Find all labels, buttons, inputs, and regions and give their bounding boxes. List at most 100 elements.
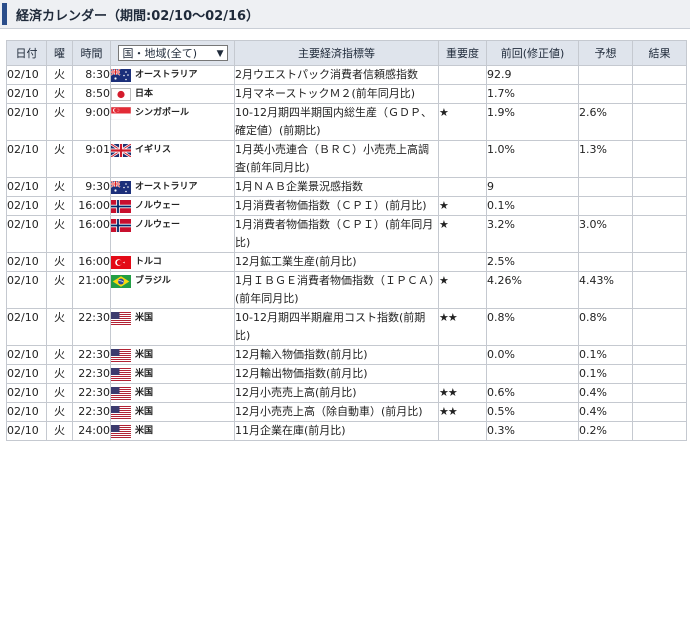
- cell-result: [632, 308, 687, 346]
- cell-country: 米国: [110, 364, 235, 384]
- cell-indicator: 12月鉱工業生産(前月比): [234, 252, 439, 272]
- country-name: オーストラリア: [135, 70, 198, 80]
- cell-forecast: [578, 252, 633, 272]
- header-forecast: 予想: [578, 40, 633, 66]
- cell-forecast: 0.4%: [578, 383, 633, 403]
- header-date: 日付: [6, 40, 47, 66]
- table-row: 02/10 火 16:00 ノルウェー 1月消費者物価指数（ＣＰＩ）(前月比) ★ 0.1%: [6, 196, 687, 216]
- cell-forecast: 0.1%: [578, 345, 633, 365]
- cell-weekday: 火: [46, 421, 73, 441]
- cell-importance: [438, 84, 487, 104]
- cell-time: 8:30: [72, 65, 111, 85]
- cell-date: 02/10: [6, 140, 47, 178]
- cell-date: 02/10: [6, 215, 47, 253]
- cell-previous: 2.5%: [486, 252, 579, 272]
- cell-indicator: 12月輸出物価指数(前月比): [234, 364, 439, 384]
- cell-importance: [438, 345, 487, 365]
- cell-result: [632, 65, 687, 85]
- cell-forecast: 0.8%: [578, 308, 633, 346]
- header-importance: 重要度: [438, 40, 487, 66]
- cell-result: [632, 345, 687, 365]
- cell-time: 24:00: [72, 421, 111, 441]
- table-row: 02/10 火 9:00 シンガポール 10-12月期四半期国内総生産（ＧＤＰ、確定値）…: [6, 103, 687, 141]
- table-body: 02/10 火 8:30 オーストラリア 2月ウエストパック消費者信頼感指数 92.9 02…: [6, 65, 687, 441]
- cell-indicator: 2月ウエストパック消費者信頼感指数: [234, 65, 439, 85]
- norway-flag-icon: [111, 218, 131, 232]
- cell-date: 02/10: [6, 196, 47, 216]
- cell-forecast: 1.3%: [578, 140, 633, 178]
- cell-weekday: 火: [46, 177, 73, 197]
- cell-time: 22:30: [72, 383, 111, 403]
- usa-flag-icon: [111, 348, 131, 362]
- cell-weekday: 火: [46, 65, 73, 85]
- cell-weekday: 火: [46, 402, 73, 422]
- cell-previous: 9: [486, 177, 579, 197]
- australia-flag-icon: [111, 179, 131, 194]
- region-select[interactable]: 国・地域(全て) ▼: [117, 45, 228, 61]
- cell-previous: 92.9: [486, 65, 579, 85]
- cell-importance: ★★: [438, 308, 487, 346]
- cell-time: 22:30: [72, 402, 111, 422]
- title-bar: 経済カレンダー（期間:02/10〜02/16）: [0, 0, 690, 29]
- cell-indicator: 1月マネーストックＭ２(前年同月比): [234, 84, 439, 104]
- cell-date: 02/10: [6, 402, 47, 422]
- cell-importance: ★: [438, 196, 487, 216]
- cell-previous: 0.1%: [486, 196, 579, 216]
- cell-date: 02/10: [6, 345, 47, 365]
- cell-previous: 1.0%: [486, 140, 579, 178]
- cell-forecast: 0.4%: [578, 402, 633, 422]
- table-row: 02/10 火 22:30 米国 12月小売売上高（除自動車）(前月比) ★★ 0.5% 0.…: [6, 402, 687, 422]
- header-result: 結果: [632, 40, 687, 66]
- cell-result: [632, 271, 687, 309]
- cell-weekday: 火: [46, 84, 73, 104]
- cell-result: [632, 402, 687, 422]
- cell-country: オーストラリア: [110, 177, 235, 197]
- cell-forecast: [578, 84, 633, 104]
- cell-previous: [486, 364, 579, 384]
- usa-flag-icon: [111, 424, 131, 438]
- cell-country: オーストラリア: [110, 65, 235, 85]
- usa-flag-icon: [111, 405, 131, 419]
- usa-flag-icon: [111, 311, 131, 325]
- cell-weekday: 火: [46, 140, 73, 178]
- cell-indicator: 11月企業在庫(前月比): [234, 421, 439, 441]
- page-title: 経済カレンダー（期間:02/10〜02/16）: [16, 9, 260, 24]
- brazil-flag-icon: [111, 274, 131, 288]
- cell-importance: ★: [438, 215, 487, 253]
- cell-country: イギリス: [110, 140, 235, 178]
- cell-time: 21:00: [72, 271, 111, 309]
- cell-country: 米国: [110, 345, 235, 365]
- cell-country: ブラジル: [110, 271, 235, 309]
- header-region: 国・地域(全て) ▼: [110, 40, 235, 66]
- cell-weekday: 火: [46, 271, 73, 309]
- cell-previous: 1.9%: [486, 103, 579, 141]
- table-row: 02/10 火 8:30 オーストラリア 2月ウエストパック消費者信頼感指数 92.9: [6, 65, 687, 85]
- turkey-flag-icon: [111, 255, 131, 269]
- title-accent-bar: [2, 3, 7, 25]
- country-name: オーストラリア: [135, 182, 198, 192]
- cell-indicator: 1月消費者物価指数（ＣＰＩ）(前月比): [234, 196, 439, 216]
- cell-indicator: 10-12月期四半期雇用コスト指数(前期比): [234, 308, 439, 346]
- cell-time: 22:30: [72, 345, 111, 365]
- table-row: 02/10 火 22:30 米国 12月輸入物価指数(前月比) 0.0% 0.1%: [6, 345, 687, 365]
- cell-weekday: 火: [46, 308, 73, 346]
- country-name: イギリス: [135, 145, 172, 155]
- header-indicator: 主要経済指標等: [234, 40, 439, 66]
- cell-time: 9:01: [72, 140, 111, 178]
- cell-indicator: 1月ＩＢＧＥ消費者物価指数（ＩＰＣＡ）(前年同月比): [234, 271, 439, 309]
- cell-importance: ★: [438, 103, 487, 141]
- cell-importance: ★★: [438, 402, 487, 422]
- header-previous: 前回(修正値): [486, 40, 579, 66]
- header-weekday: 曜: [46, 40, 73, 66]
- cell-country: シンガポール: [110, 103, 235, 141]
- cell-previous: 3.2%: [486, 215, 579, 253]
- table-row: 02/10 火 9:01 イギリス 1月英小売連合（ＢＲＣ）小売売上高調査(前年同月比)…: [6, 140, 687, 178]
- cell-forecast: 0.1%: [578, 364, 633, 384]
- table-row: 02/10 火 24:00 米国 11月企業在庫(前月比) 0.3% 0.2%: [6, 421, 687, 441]
- cell-previous: 0.6%: [486, 383, 579, 403]
- cell-result: [632, 364, 687, 384]
- singapore-flag-icon: [111, 106, 132, 120]
- cell-indicator: 12月輸入物価指数(前月比): [234, 345, 439, 365]
- cell-country: 米国: [110, 308, 235, 346]
- australia-flag-icon: [111, 67, 131, 82]
